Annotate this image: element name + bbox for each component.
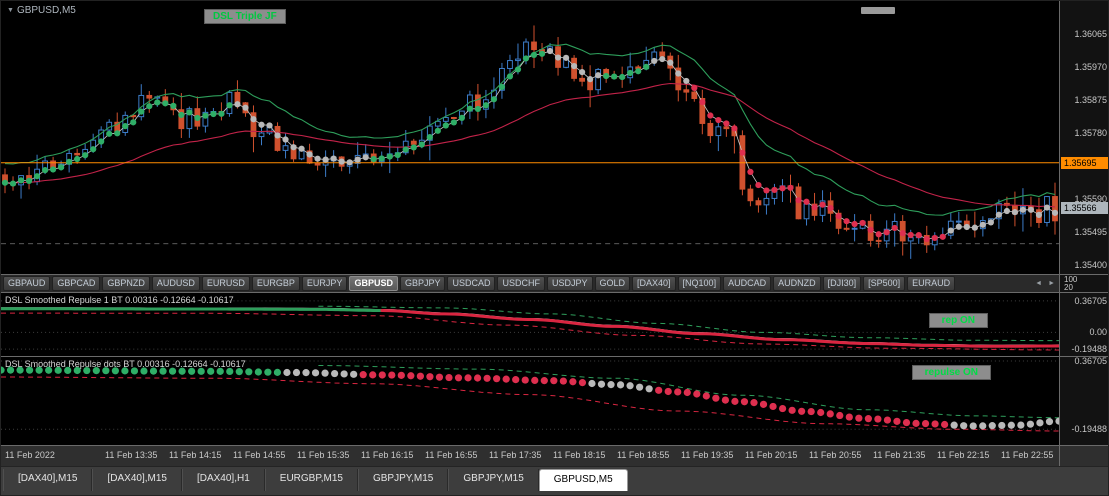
time-axis[interactable]: 11 Feb 2022 11 Feb 13:35 11 Feb 14:15 11 Fe…	[1, 446, 1059, 466]
price-axis-label: 1.35970	[1074, 62, 1107, 73]
rep-on-button[interactable]: rep ON	[928, 313, 988, 328]
axis-mid-values: 100 20	[1059, 275, 1108, 292]
repulse-indicator-canvas[interactable]	[1, 293, 1059, 356]
symbol-tab-dji30[interactable]: [DJI30]	[822, 276, 862, 291]
symbol-tab-dax40[interactable]: [DAX40]	[632, 276, 676, 291]
price-axis: 1.36065 1.35970 1.35875 1.35780 1.35590 1.354…	[1059, 1, 1108, 274]
chart-tab-gbpjpym15[interactable]: GBPJPY,M15	[357, 469, 449, 491]
time-label: 11 Feb 20:15	[745, 450, 798, 460]
scale-value-100: 100	[1064, 275, 1078, 284]
price-axis-label: 1.35875	[1074, 95, 1107, 106]
price-chart-canvas[interactable]	[1, 1, 1059, 274]
chart-tabs: [DAX40],M15 [DAX40],M15 [DAX40],H1 EURGBP,M…	[1, 469, 1108, 491]
symbol-tab-eurusd[interactable]: EURUSD	[201, 276, 250, 291]
repulse-axis: 0.36705 0.00 -0.19488	[1059, 293, 1108, 356]
dsl-triple-jf-label: DSL Triple JF	[204, 9, 286, 24]
symbol-tab-strip: GBPAUD GBPCAD GBPNZD AUDUSD EURUSD EURGBP EURJ…	[1, 275, 1059, 292]
chart-tab-gbpjpym15[interactable]: GBPJPY,M15	[448, 469, 539, 491]
time-label: 11 Feb 19:35	[681, 450, 734, 460]
time-label: 11 Feb 13:35	[105, 450, 158, 460]
time-label: 11 Feb 18:15	[553, 450, 606, 460]
symbol-tab-usdchf[interactable]: USDCHF	[497, 276, 545, 291]
chart-scroll-indicator[interactable]	[861, 7, 895, 14]
price-axis-label: 1.36065	[1074, 29, 1107, 40]
time-label: 11 Feb 14:15	[169, 450, 222, 460]
time-label: 11 Feb 20:55	[809, 450, 862, 460]
symbol-tab-sp500[interactable]: [SP500]	[863, 276, 906, 291]
chevron-down-icon[interactable]: ▼	[7, 7, 14, 14]
time-label: 11 Feb 14:55	[233, 450, 286, 460]
time-label: 11 Feb 16:15	[361, 450, 414, 460]
symbol-tab-gbpnzd[interactable]: GBPNZD	[102, 276, 150, 291]
symbol-tab-gbpaud[interactable]: GBPAUD	[3, 276, 51, 291]
repulse-dots-plot[interactable]: DSL Smoothed Repulse dots BT 0.00316 -0.…	[1, 357, 1059, 445]
chart-tab-dax40m15[interactable]: [DAX40],M15	[92, 469, 182, 491]
repulse-indicator-title: DSL Smoothed Repulse 1 BT 0.00316 -0.126…	[5, 295, 234, 305]
time-label: 11 Feb 18:55	[617, 450, 670, 460]
symbol-tab-audnzd[interactable]: AUDNZD	[773, 276, 821, 291]
indicator-axis-label: -0.19488	[1071, 424, 1107, 435]
price-axis-label: 1.35780	[1074, 128, 1107, 139]
scale-value-20: 20	[1064, 283, 1073, 292]
symbol-tab-eurgbp[interactable]: EURGBP	[251, 276, 300, 291]
repulse-dots-indicator-canvas[interactable]	[1, 357, 1059, 445]
repulse-on-button[interactable]: repulse ON	[911, 365, 991, 380]
repulse-plot[interactable]: DSL Smoothed Repulse 1 BT 0.00316 -0.126…	[1, 293, 1059, 356]
symbol-tab-euraud[interactable]: EURAUD	[907, 276, 956, 291]
symbol-tab-gbpusd[interactable]: GBPUSD	[349, 276, 398, 291]
time-label: 11 Feb 22:15	[937, 450, 990, 460]
time-label: 11 Feb 16:55	[425, 450, 478, 460]
symbol-tab-usdjpy[interactable]: USDJPY	[546, 276, 593, 291]
price-axis-label: 1.35495	[1074, 227, 1107, 238]
time-axis-corner	[1059, 446, 1108, 466]
repulse-dots-axis: 0.36705 -0.19488	[1059, 356, 1108, 445]
indicator-axis-label: 0.00	[1089, 327, 1107, 338]
chart-tab-dax40h1[interactable]: [DAX40],H1	[181, 469, 265, 491]
bid-price-badge: 1.35566	[1061, 201, 1108, 214]
symbol-tab-audusd[interactable]: AUDUSD	[151, 276, 200, 291]
time-label: 11 Feb 2022	[5, 450, 55, 460]
chart-tab-eurgbpm15[interactable]: EURGBP,M15	[264, 469, 358, 491]
tab-scroll-right-icon[interactable]: ►	[1048, 280, 1055, 287]
chart-tab-dax40m15[interactable]: [DAX40],M15	[3, 469, 93, 491]
indicator-window-repulse: DSL Smoothed Repulse 1 BT 0.00316 -0.126…	[1, 292, 1108, 356]
indicator-axis-label: 0.36705	[1074, 356, 1107, 366]
symbol-tab-nq100[interactable]: [NQ100]	[677, 276, 722, 291]
time-axis-row: 11 Feb 2022 11 Feb 13:35 11 Feb 14:15 11 Fe…	[1, 445, 1108, 466]
price-axis-label: 1.35590	[1074, 194, 1107, 205]
indicator-axis-label: -0.19488	[1071, 344, 1107, 355]
symbol-tab-gbpcad[interactable]: GBPCAD	[52, 276, 101, 291]
chart-tab-bar: [DAX40],M15 [DAX40],M15 [DAX40],H1 EURGBP,M…	[1, 466, 1108, 495]
symbol-period-text: GBPUSD,M5	[16, 5, 76, 16]
symbol-tab-gbpjpy[interactable]: GBPJPY	[399, 276, 446, 291]
time-label: 11 Feb 15:35	[297, 450, 350, 460]
price-line-badge: 1.35695	[1061, 156, 1108, 169]
symbol-tab-eurjpy[interactable]: EURJPY	[301, 276, 348, 291]
chart-symbol-label[interactable]: ▼ GBPUSD,M5	[7, 5, 76, 16]
main-chart-plot[interactable]: ▼ GBPUSD,M5 DSL Triple JF	[1, 1, 1059, 274]
time-label: 11 Feb 17:35	[489, 450, 542, 460]
price-axis-label: 1.35400	[1074, 260, 1107, 271]
chart-tab-gbpusdm5[interactable]: GBPUSD,M5	[538, 469, 628, 491]
time-label: 11 Feb 22:55	[1001, 450, 1054, 460]
tab-scroll-left-icon[interactable]: ◄	[1035, 280, 1043, 287]
symbol-tab-strip-row: GBPAUD GBPCAD GBPNZD AUDUSD EURUSD EURGBP EURJ…	[1, 274, 1108, 292]
indicator-window-repulse-dots: DSL Smoothed Repulse dots BT 0.00316 -0.…	[1, 356, 1108, 445]
time-label: 11 Feb 21:35	[873, 450, 926, 460]
symbol-tab-usdcad[interactable]: USDCAD	[447, 276, 496, 291]
repulse-dots-indicator-title: DSL Smoothed Repulse dots BT 0.00316 -0.…	[5, 359, 246, 369]
symbol-tab-audcad[interactable]: AUDCAD	[723, 276, 772, 291]
indicator-axis-label: 0.36705	[1074, 295, 1107, 306]
main-chart-window: ▼ GBPUSD,M5 DSL Triple JF 1.36065 1.35970…	[1, 1, 1108, 274]
symbol-tab-gold[interactable]: GOLD	[594, 276, 631, 291]
